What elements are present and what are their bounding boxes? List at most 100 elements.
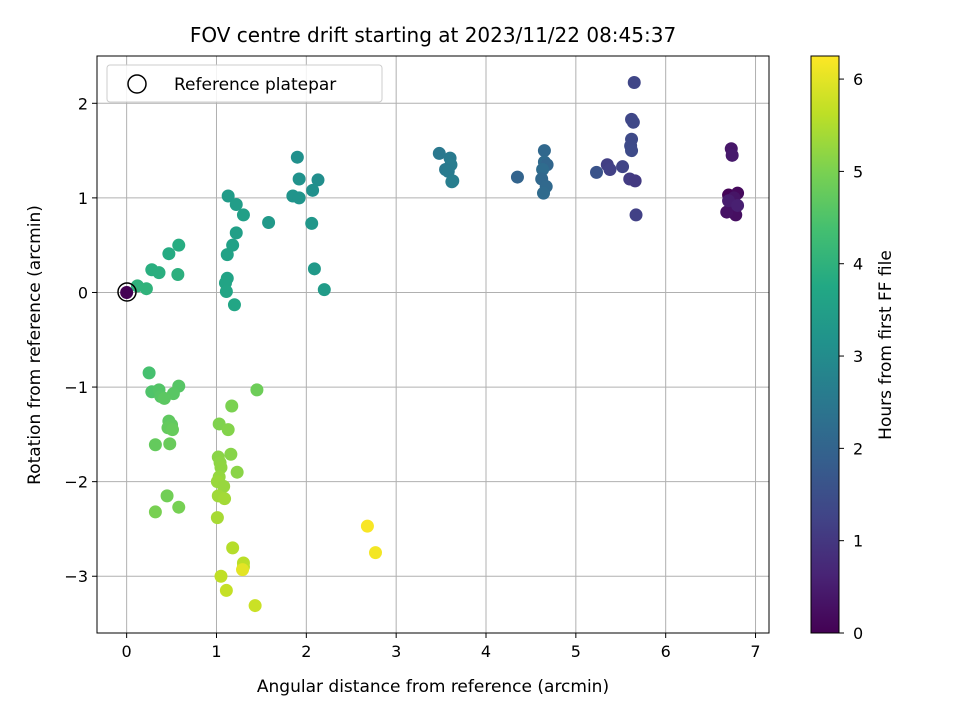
data-point (227, 298, 241, 312)
data-point (229, 198, 243, 212)
data-point (626, 115, 640, 129)
data-point (445, 175, 459, 189)
x-axis-label: Angular distance from reference (arcmin) (257, 677, 609, 697)
data-point (248, 599, 262, 613)
data-point (230, 465, 244, 479)
plot-frame (96, 55, 770, 634)
data-point (625, 144, 639, 158)
colorbar-frame (810, 55, 840, 634)
data-point (360, 519, 374, 533)
data-point (165, 423, 179, 437)
x-tick-label: 6 (661, 642, 671, 661)
data-point (292, 172, 306, 186)
x-tick-label: 3 (391, 642, 401, 661)
x-tick-label: 2 (301, 642, 311, 661)
data-point (720, 205, 734, 219)
y-axis-label: Rotation from reference (arcmin) (25, 205, 45, 485)
x-tick-label: 0 (122, 642, 132, 661)
data-point (290, 150, 304, 164)
y-tick-label: 0 (78, 283, 88, 302)
y-tick-label: 1 (78, 189, 88, 208)
colorbar-ticks: 0 1 2 3 4 5 6 (839, 70, 863, 643)
data-point (226, 238, 240, 252)
reference-platepar-marker (117, 282, 137, 302)
data-point (317, 283, 331, 297)
data-point (148, 438, 162, 452)
data-point (628, 174, 642, 188)
data-point (152, 266, 166, 280)
data-point (219, 583, 233, 597)
data-point (162, 247, 176, 261)
x-tick-label: 4 (481, 642, 491, 661)
colorbar-tick-label: 2 (853, 439, 863, 458)
data-point (725, 148, 739, 162)
data-point (142, 366, 156, 380)
data-point (307, 262, 321, 276)
data-point (262, 215, 276, 229)
data-point (225, 399, 239, 413)
y-tick-label: −3 (64, 567, 88, 586)
data-point (311, 173, 325, 187)
colorbar: 0 1 2 3 4 5 6 Hours from first FF file (810, 55, 896, 643)
data-point (220, 248, 234, 262)
x-tick-label: 5 (571, 642, 581, 661)
data-point (537, 144, 551, 158)
y-tick-label: −1 (64, 378, 88, 397)
chart-title: FOV centre drift starting at 2023/11/22 … (190, 23, 676, 47)
data-point (627, 75, 641, 89)
data-point (229, 226, 243, 240)
data-point (306, 183, 320, 197)
colorbar-gradient (811, 56, 839, 633)
y-tick-label: −2 (64, 473, 88, 492)
legend: Reference platepar (106, 64, 383, 103)
data-point (616, 160, 630, 174)
legend-box (106, 64, 383, 103)
data-point (236, 563, 250, 577)
legend-marker-icon (127, 74, 147, 94)
data-point (160, 489, 174, 503)
data-point (217, 479, 231, 493)
data-point (221, 189, 235, 203)
data-point (510, 170, 524, 184)
colorbar-tick-label: 4 (853, 255, 863, 274)
data-point (224, 447, 238, 461)
data-point (172, 500, 186, 514)
colorbar-tick-label: 6 (853, 70, 863, 89)
data-point (214, 569, 228, 583)
colorbar-tick-label: 3 (853, 347, 863, 366)
data-point (537, 186, 551, 200)
data-point (210, 511, 224, 525)
colorbar-label: Hours from first FF file (876, 250, 896, 440)
colorbar-tick-label: 0 (853, 624, 863, 643)
grid-lines (97, 56, 769, 633)
data-points (120, 75, 745, 613)
data-point (432, 146, 446, 160)
x-axis-ticks: 0 1 2 3 4 5 6 7 (122, 633, 761, 661)
data-point (139, 282, 153, 296)
data-point (305, 216, 319, 230)
legend-label: Reference platepar (174, 75, 336, 95)
data-point (226, 541, 240, 555)
data-point (590, 165, 604, 179)
data-point (536, 163, 550, 177)
colorbar-tick-label: 5 (853, 162, 863, 181)
data-point (731, 198, 745, 212)
data-point (148, 505, 162, 519)
data-point (221, 423, 235, 437)
data-point (120, 285, 134, 299)
colorbar-tick-label: 1 (853, 532, 863, 551)
data-point (603, 163, 617, 177)
data-point (218, 492, 232, 506)
data-point (292, 191, 306, 205)
data-point (171, 268, 185, 282)
data-point (236, 208, 250, 222)
y-axis-ticks: −3 −2 −1 0 1 2 (64, 94, 97, 586)
data-point (163, 437, 177, 451)
data-point (219, 285, 233, 299)
y-tick-label: 2 (78, 94, 88, 113)
data-point (250, 383, 264, 397)
x-tick-label: 1 (211, 642, 221, 661)
data-point (629, 208, 643, 222)
x-tick-label: 7 (750, 642, 760, 661)
